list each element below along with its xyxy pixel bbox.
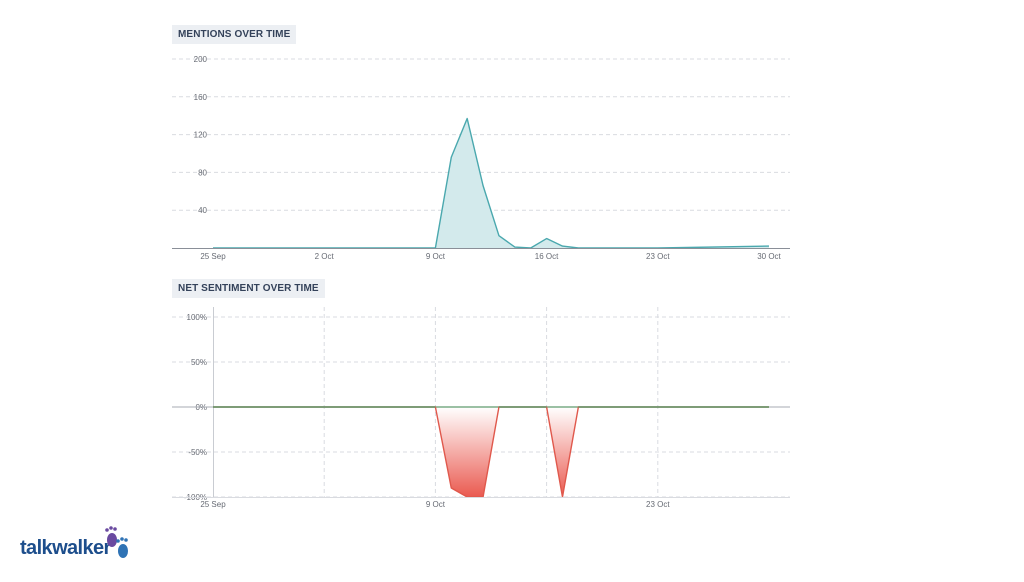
x-tick-label: 23 Oct bbox=[646, 252, 670, 261]
y-tick-label: 200 bbox=[194, 55, 208, 64]
x-tick-label: 25 Sep bbox=[200, 252, 226, 261]
x-tick-label: 9 Oct bbox=[426, 252, 446, 261]
y-tick-label: 50% bbox=[191, 358, 207, 367]
mentions-area bbox=[213, 118, 769, 248]
mentions-chart-title: MENTIONS OVER TIME bbox=[172, 25, 297, 44]
mentions-over-time-chart: 40 80 120 160 200 25 Sep 2 Oct 9 Oct 16 Oct 23 Oc… bbox=[172, 55, 790, 261]
y-tick-label: 80 bbox=[198, 168, 207, 177]
x-tick-label: 2 Oct bbox=[315, 252, 335, 261]
x-tick-label: 25 Sep bbox=[200, 500, 226, 509]
logo-text: talkwalker bbox=[20, 537, 111, 559]
x-tick-label: 23 Oct bbox=[646, 500, 670, 509]
mentions-line bbox=[213, 117, 770, 249]
y-tick-label: 100% bbox=[187, 313, 207, 322]
y-tick-label: 40 bbox=[198, 206, 207, 215]
x-tick-label: 30 Oct bbox=[757, 252, 781, 261]
sentiment-chart-title: NET SENTIMENT OVER TIME bbox=[172, 279, 325, 298]
footprints-icon bbox=[105, 526, 128, 558]
y-tick-label: -50% bbox=[188, 448, 207, 457]
y-tick-label: 160 bbox=[194, 93, 208, 102]
x-tick-label: 16 Oct bbox=[535, 252, 559, 261]
x-tick-label: 9 Oct bbox=[426, 500, 446, 509]
y-tick-label: 120 bbox=[194, 131, 208, 140]
